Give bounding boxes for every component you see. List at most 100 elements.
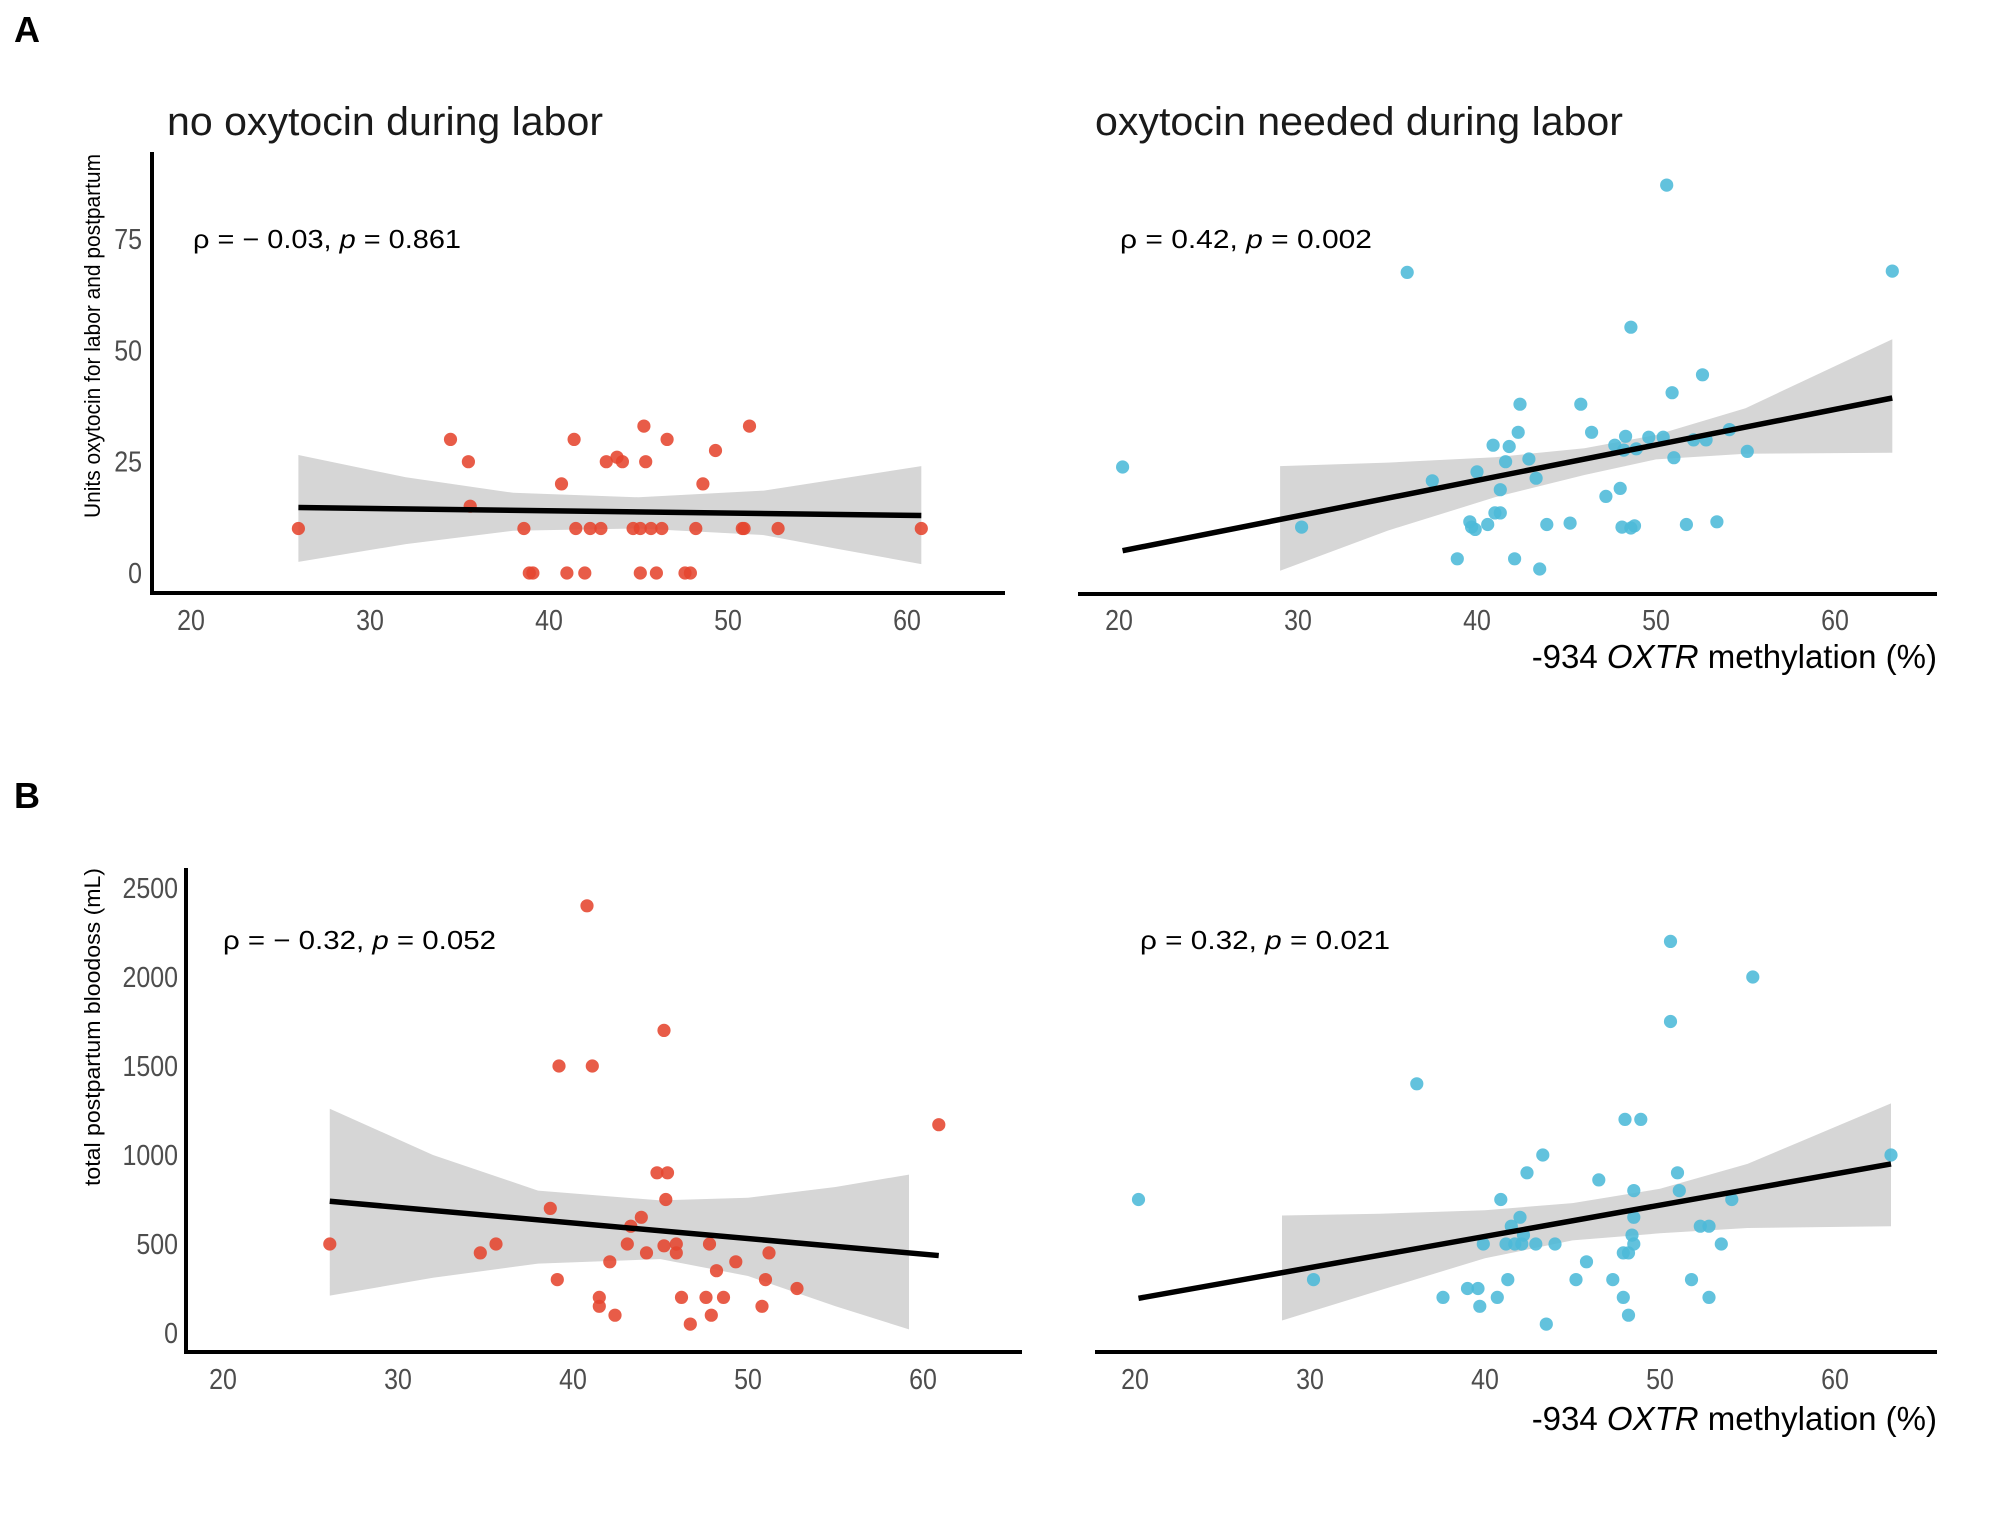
data-point	[603, 1255, 617, 1269]
data-point	[594, 521, 608, 536]
data-point	[1884, 1148, 1898, 1162]
data-point	[1885, 264, 1899, 278]
y-axis-title: Units oxytocin for labor and postpartum	[80, 154, 105, 518]
data-point	[1494, 1192, 1508, 1207]
data-point	[696, 477, 710, 491]
data-point	[633, 521, 647, 536]
y-tick-label: 50	[114, 335, 142, 367]
data-point	[689, 521, 703, 536]
confidence-band	[1280, 339, 1893, 571]
data-point	[1520, 1166, 1534, 1180]
data-point	[683, 566, 698, 580]
data-point	[1679, 517, 1693, 532]
data-point	[1425, 474, 1439, 488]
data-point	[1306, 1273, 1321, 1287]
data-point	[585, 1059, 599, 1073]
data-point	[1672, 1184, 1686, 1198]
data-point	[742, 419, 757, 433]
data-point	[1522, 452, 1536, 466]
column-title-oxytocin-needed: oxytocin needed during labor	[1095, 100, 1623, 144]
panel-b-no-oxytocin: 20 30 40 50 60 0 500 1000 1500 2000 2500 total post…	[80, 868, 1022, 1395]
annotation-eq2: = 0.052	[389, 925, 496, 955]
data-point	[1513, 397, 1527, 411]
x-tick-label: 40	[535, 604, 563, 636]
data-point	[1563, 516, 1577, 530]
data-point	[704, 1308, 718, 1322]
data-point	[1400, 265, 1414, 279]
data-point	[1746, 970, 1760, 984]
data-point	[637, 419, 651, 433]
regression-line	[1138, 1161, 1892, 1301]
data-point	[1501, 1273, 1515, 1287]
x-axis-label-a: -934 OXTR methylation (%)	[1532, 638, 1937, 675]
data-point	[1502, 439, 1516, 454]
y-tick-label: 2500	[123, 872, 178, 904]
x-tick-label: 40	[559, 1363, 587, 1395]
data-point	[543, 1201, 557, 1215]
data-point	[771, 521, 785, 536]
annotation-eq2: = 0.861	[356, 224, 461, 254]
data-point	[708, 443, 723, 458]
data-point	[526, 566, 540, 580]
y-tick-label: 1000	[123, 1139, 178, 1171]
x-axis-label-suffix: methylation (%)	[1699, 1400, 1937, 1437]
data-point	[1493, 483, 1507, 497]
data-point	[1511, 425, 1525, 439]
data-point	[737, 521, 751, 536]
panel-label-a: A	[14, 9, 40, 50]
annotation-eq2: = 0.002	[1263, 224, 1372, 254]
confidence-band	[1282, 1103, 1891, 1321]
x-tick-label: 30	[1284, 604, 1312, 636]
data-point	[461, 455, 475, 469]
annotation-eq2: = 0.021	[1282, 925, 1390, 955]
data-point	[709, 1264, 724, 1278]
x-tick-label: 30	[1296, 1363, 1324, 1395]
data-point	[758, 1273, 773, 1287]
data-point	[1695, 368, 1710, 382]
data-point	[1714, 1237, 1728, 1251]
data-point	[1473, 1299, 1487, 1313]
data-point	[1585, 425, 1599, 439]
data-point	[1606, 1273, 1620, 1287]
data-point	[683, 1317, 697, 1331]
x-tick-label: 20	[1121, 1363, 1149, 1395]
data-point	[914, 521, 928, 536]
annotation-p-sym: p	[1264, 925, 1282, 955]
annotation-rho-sym: ρ	[1120, 224, 1137, 254]
x-axis-label-gene: OXTR	[1607, 1400, 1699, 1437]
y-tick-label: 2000	[123, 961, 178, 993]
data-point	[762, 1246, 776, 1260]
data-point	[1529, 471, 1543, 485]
data-point	[569, 521, 583, 536]
annotation-p-sym: p	[371, 925, 389, 955]
data-point	[1513, 1210, 1527, 1224]
x-tick-label: 20	[177, 604, 205, 636]
x-tick-label: 60	[1821, 604, 1849, 636]
correlation-annotation: ρ = − 0.03, p = 0.861	[193, 224, 461, 254]
data-point	[1436, 1290, 1450, 1304]
data-point	[443, 432, 458, 446]
x-tick-label: 30	[384, 1363, 412, 1395]
data-point	[1613, 481, 1627, 495]
panel-b-oxytocin-needed: 20 30 40 50 60 ρ = 0.32, p = 0.021	[1095, 925, 1937, 1395]
data-point	[644, 521, 658, 536]
data-point	[1533, 562, 1547, 576]
data-point	[1627, 1184, 1641, 1198]
x-tick-label: 30	[356, 604, 384, 636]
data-point	[932, 1118, 946, 1132]
data-point	[1663, 1014, 1678, 1029]
y-tick-label: 0	[128, 557, 142, 589]
regression-line	[1122, 395, 1893, 554]
data-point	[1539, 1317, 1553, 1331]
panel-a-oxytocin-needed: 20 30 40 50 60 ρ = 0.42, p = 0.002	[1078, 178, 1937, 636]
data-point	[1486, 438, 1500, 452]
data-point	[1618, 1112, 1632, 1126]
data-point	[699, 1290, 713, 1304]
data-point	[560, 566, 574, 580]
y-tick-label: 1500	[123, 1050, 178, 1082]
data-point	[1660, 178, 1674, 192]
annotation-eq1: = 0.32,	[1157, 925, 1265, 955]
x-tick-label: 40	[1463, 604, 1491, 636]
data-point	[580, 899, 594, 913]
